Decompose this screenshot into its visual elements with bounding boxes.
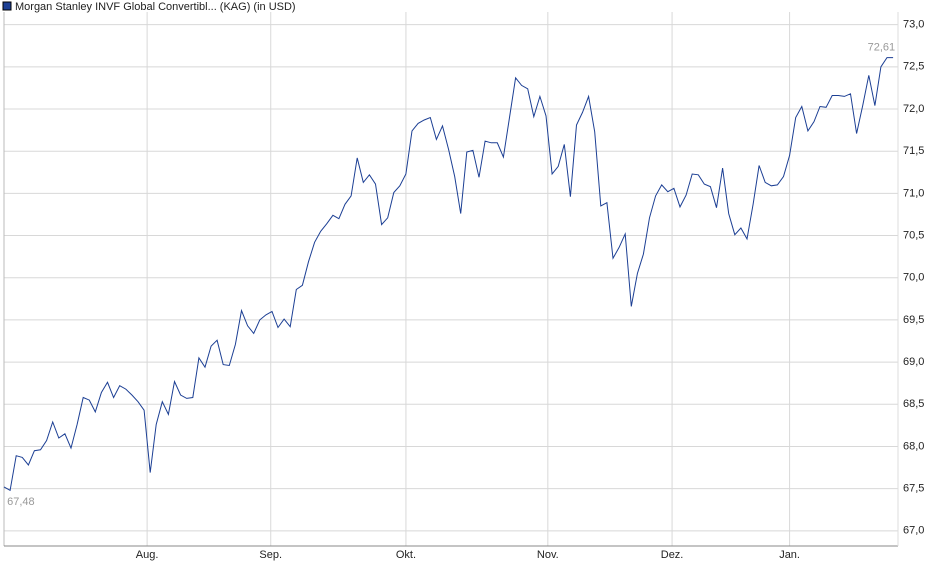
x-tick-label: Aug. xyxy=(136,549,159,561)
y-tick-label: 69,0 xyxy=(903,356,924,368)
y-tick-label: 72,0 xyxy=(903,103,924,115)
legend-label: Morgan Stanley INVF Global Convertibl...… xyxy=(15,1,296,13)
y-tick-label: 72,5 xyxy=(903,61,924,73)
y-tick-label: 70,5 xyxy=(903,229,924,241)
y-tick-label: 71,0 xyxy=(903,187,924,199)
x-tick-label: Jan. xyxy=(779,549,800,561)
y-tick-label: 73,0 xyxy=(903,19,924,31)
x-tick-label: Sep. xyxy=(259,549,282,561)
annotation: 67,48 xyxy=(7,496,35,508)
y-tick-label: 67,0 xyxy=(903,525,924,537)
series-line xyxy=(3,57,894,492)
y-tick-label: 67,5 xyxy=(903,483,924,495)
y-tick-label: 69,5 xyxy=(903,314,924,326)
y-tick-label: 68,5 xyxy=(903,398,924,410)
y-tick-label: 70,0 xyxy=(903,272,924,284)
x-tick-label: Okt. xyxy=(396,549,416,561)
legend-swatch xyxy=(2,1,12,11)
x-tick-label: Dez. xyxy=(661,549,684,561)
annotation: 72,61 xyxy=(868,41,896,53)
x-tick-label: Nov. xyxy=(537,549,559,561)
y-tick-label: 68,0 xyxy=(903,440,924,452)
y-tick-label: 71,5 xyxy=(903,145,924,157)
